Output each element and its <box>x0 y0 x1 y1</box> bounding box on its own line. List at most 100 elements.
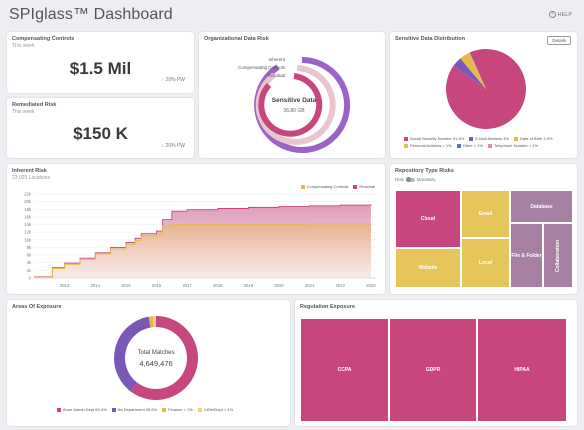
line-residual[interactable] <box>34 204 372 278</box>
donut-slice[interactable] <box>152 316 156 328</box>
org-data-risk-card: Organizational Data Risk Inherent Compen… <box>199 32 385 158</box>
legend-swatch <box>469 136 474 141</box>
toggle-switch[interactable] <box>405 177 415 182</box>
ring-residual[interactable] <box>258 73 323 137</box>
x-tick-label: 2015 <box>121 283 131 288</box>
y-tick-label: 14k <box>24 222 32 227</box>
x-tick-label: 2016 <box>152 283 162 288</box>
area-compensating <box>34 223 371 278</box>
risk-toggle[interactable]: Risk Monetary <box>395 177 436 182</box>
pie-slice[interactable] <box>446 49 526 130</box>
treemap-cell-database[interactable]: Database <box>510 190 573 223</box>
y-tick-label: 0 <box>29 276 32 281</box>
treemap-cell-ccpa[interactable]: CCPA <box>300 318 389 422</box>
details-button[interactable]: Details <box>547 36 571 45</box>
legend-item: Other < 1% <box>456 143 483 148</box>
arrow-up-icon: ↑ <box>161 77 165 83</box>
y-tick-label: 4k <box>27 260 32 265</box>
legend-label: Compensating Controls <box>306 184 349 189</box>
legend-label: Finance < 1% <box>168 407 193 412</box>
card-subtitle: 23,025 Locations <box>12 175 51 181</box>
page-header: SPIglass™ Dashboard <box>0 0 584 30</box>
legend-inherent: Inherent <box>268 57 285 62</box>
card-title: Areas Of Exposure <box>12 304 62 310</box>
legend-swatch <box>488 143 493 148</box>
x-tick-label: 2014 <box>91 283 101 288</box>
legend-label: E-Mail Address 4% <box>475 136 510 141</box>
center-value: 4,649,476 <box>139 359 172 368</box>
legend-item: Compensating Controls <box>300 184 349 189</box>
legend-swatch <box>514 136 519 141</box>
legend-compensating: Compensating Controls <box>238 65 286 70</box>
pie-slice[interactable] <box>469 52 486 89</box>
remediated-trend: ↓ 20% PW <box>162 143 185 149</box>
inherent-legend: Compensating Controls Residual <box>300 184 375 189</box>
sensitive-legend: Social Security Number 91.6% E-Mail Addre… <box>404 136 569 148</box>
legend-item: Personal Address < 1% <box>404 143 452 148</box>
legend-label: Anne Admin Dept 60.4% <box>63 407 107 412</box>
legend-item: Date of Birth 3.9% <box>514 136 553 141</box>
legend-item: 14RefDept < 1% <box>197 407 234 412</box>
legend-label: Residual <box>359 184 375 189</box>
x-tick-label: 2020 <box>274 283 284 288</box>
compensating-controls-card: Compensating Controls This week $1.5 Mil… <box>7 32 194 93</box>
line-compensating[interactable] <box>34 223 372 278</box>
remediated-risk-card: Remediated Risk This week $150 K ↓ 20% P… <box>7 98 194 158</box>
y-tick-label: 16k <box>24 214 32 219</box>
treemap-cell-website[interactable]: Website <box>395 248 461 288</box>
legend-item: Telephone Number < 1% <box>488 143 538 148</box>
legend-label: 14RefDept < 1% <box>203 407 234 412</box>
legend-swatch <box>111 407 116 412</box>
treemap-cell-local[interactable]: Local <box>461 238 510 288</box>
pie-slice[interactable] <box>468 52 486 89</box>
exposure-legend: Anne Admin Dept 60.4% No Department 39.6%… <box>57 407 267 412</box>
donut-slice[interactable] <box>113 316 151 392</box>
card-title: Sensitive Data Distribution <box>395 36 465 42</box>
y-tick-label: 6k <box>27 253 32 258</box>
legend-item: Residual <box>353 184 375 189</box>
legend-swatch <box>404 136 408 141</box>
legend-swatch <box>300 184 305 189</box>
treemap-cell-hipaa[interactable]: HIPAA <box>477 318 567 422</box>
legend-swatch <box>57 407 61 412</box>
treemap-cell-file-folder[interactable]: File & Folder <box>510 223 543 288</box>
card-title: Compensating Controls <box>12 36 75 42</box>
y-tick-label: 10k <box>24 237 32 242</box>
treemap-cell-collaboration[interactable]: Collaboration <box>543 223 573 288</box>
toggle-right-label: Monetary <box>416 177 436 182</box>
legend-item: E-Mail Address 4% <box>469 136 509 141</box>
card-title: Inherent Risk <box>12 168 47 174</box>
y-tick-label: 12k <box>24 230 32 235</box>
x-tick-label: 2022 <box>336 283 346 288</box>
donut-slice[interactable] <box>130 316 199 400</box>
pie-slice[interactable] <box>453 58 486 89</box>
exposure-donut: Total Matches 4,649,476 <box>113 316 199 400</box>
x-tick-label: 2013 <box>60 283 70 288</box>
treemap-cell-gdpr[interactable]: GDPR <box>389 318 477 422</box>
legend-item: No Department 39.6% <box>111 407 157 412</box>
pie-slice[interactable] <box>460 53 486 89</box>
legend-residual: Residual <box>267 73 285 78</box>
treemap-cell-cloud[interactable]: Cloud <box>395 190 461 248</box>
card-title: Repository Type Risks <box>395 168 454 174</box>
donut-slice[interactable] <box>148 316 154 328</box>
page-title: SPIglass™ Dashboard <box>9 6 173 23</box>
treemap-cell-email[interactable]: Email <box>461 190 510 238</box>
card-subtitle: This week <box>12 109 35 115</box>
sensitive-pie <box>446 49 526 130</box>
trend-label: 20% PW <box>165 143 185 149</box>
help-label: HELP <box>557 11 572 18</box>
legend-label: Date of Birth 3.9% <box>520 136 553 141</box>
legend-swatch <box>162 407 167 412</box>
collaboration-label: Collaboration <box>555 239 562 272</box>
pie-slice[interactable] <box>469 52 486 89</box>
help-button[interactable]: ? HELP <box>548 11 572 18</box>
y-tick-label: 2k <box>27 268 32 273</box>
center-value: 36.80 GB <box>283 108 305 114</box>
legend-label: Telephone Number < 1% <box>494 143 539 148</box>
arrow-down-icon: ↓ <box>161 143 165 149</box>
x-tick-label: 2017 <box>182 283 192 288</box>
y-tick-label: 18k <box>24 207 32 212</box>
y-tick-label: 8k <box>27 245 32 250</box>
card-title: Organizational Data Risk <box>204 36 269 42</box>
